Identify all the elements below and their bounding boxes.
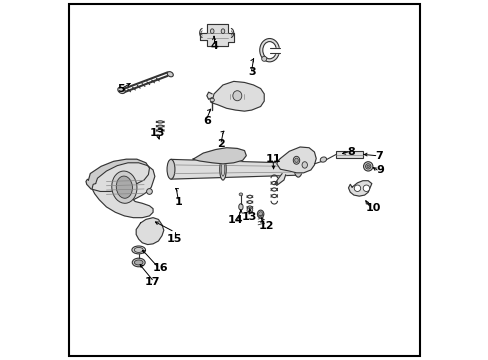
Ellipse shape	[261, 56, 266, 61]
Polygon shape	[86, 159, 149, 192]
Text: 14: 14	[227, 215, 243, 225]
Ellipse shape	[363, 185, 369, 192]
Ellipse shape	[232, 91, 241, 101]
Text: 7: 7	[374, 150, 382, 161]
Ellipse shape	[118, 87, 125, 94]
Ellipse shape	[246, 208, 252, 213]
Polygon shape	[210, 81, 264, 111]
Polygon shape	[136, 218, 163, 244]
Text: 12: 12	[259, 221, 274, 231]
Ellipse shape	[302, 162, 307, 168]
Polygon shape	[269, 48, 280, 53]
Text: 10: 10	[365, 203, 380, 213]
Polygon shape	[274, 174, 285, 185]
Polygon shape	[276, 147, 316, 173]
Ellipse shape	[167, 159, 175, 179]
Ellipse shape	[210, 98, 214, 102]
Ellipse shape	[134, 247, 143, 252]
Ellipse shape	[132, 258, 145, 267]
Text: 16: 16	[153, 263, 168, 273]
Text: 2: 2	[217, 139, 224, 149]
Text: 4: 4	[210, 41, 218, 50]
Polygon shape	[171, 159, 298, 179]
Ellipse shape	[210, 29, 214, 33]
Ellipse shape	[167, 72, 173, 77]
Polygon shape	[206, 92, 212, 99]
Ellipse shape	[132, 246, 145, 254]
Ellipse shape	[239, 193, 242, 196]
Ellipse shape	[363, 162, 372, 171]
Text: 13: 13	[241, 212, 256, 221]
Ellipse shape	[353, 185, 360, 192]
Text: 6: 6	[203, 116, 210, 126]
Ellipse shape	[258, 212, 262, 216]
Polygon shape	[199, 24, 233, 45]
Ellipse shape	[294, 161, 302, 177]
Ellipse shape	[116, 176, 132, 198]
Ellipse shape	[221, 162, 224, 176]
Text: 3: 3	[247, 67, 255, 77]
Ellipse shape	[365, 164, 370, 169]
Ellipse shape	[112, 171, 137, 203]
Ellipse shape	[238, 204, 243, 210]
Ellipse shape	[259, 39, 279, 62]
Text: 17: 17	[144, 277, 160, 287]
Ellipse shape	[146, 189, 152, 194]
Ellipse shape	[293, 156, 299, 164]
Ellipse shape	[219, 158, 226, 180]
Text: 11: 11	[265, 154, 281, 164]
Text: 8: 8	[347, 147, 354, 157]
Ellipse shape	[221, 29, 224, 33]
Polygon shape	[348, 181, 371, 196]
Ellipse shape	[257, 210, 264, 218]
Ellipse shape	[320, 157, 326, 162]
Text: 9: 9	[376, 165, 384, 175]
Polygon shape	[192, 148, 246, 164]
Polygon shape	[92, 163, 155, 218]
Text: 13: 13	[149, 128, 165, 138]
FancyBboxPatch shape	[335, 150, 362, 158]
Polygon shape	[171, 159, 298, 179]
Ellipse shape	[134, 260, 142, 265]
Text: 1: 1	[174, 197, 182, 207]
Ellipse shape	[294, 158, 298, 162]
Ellipse shape	[366, 165, 369, 168]
Text: 5: 5	[117, 84, 124, 94]
Text: 15: 15	[166, 234, 182, 244]
Ellipse shape	[262, 41, 276, 59]
